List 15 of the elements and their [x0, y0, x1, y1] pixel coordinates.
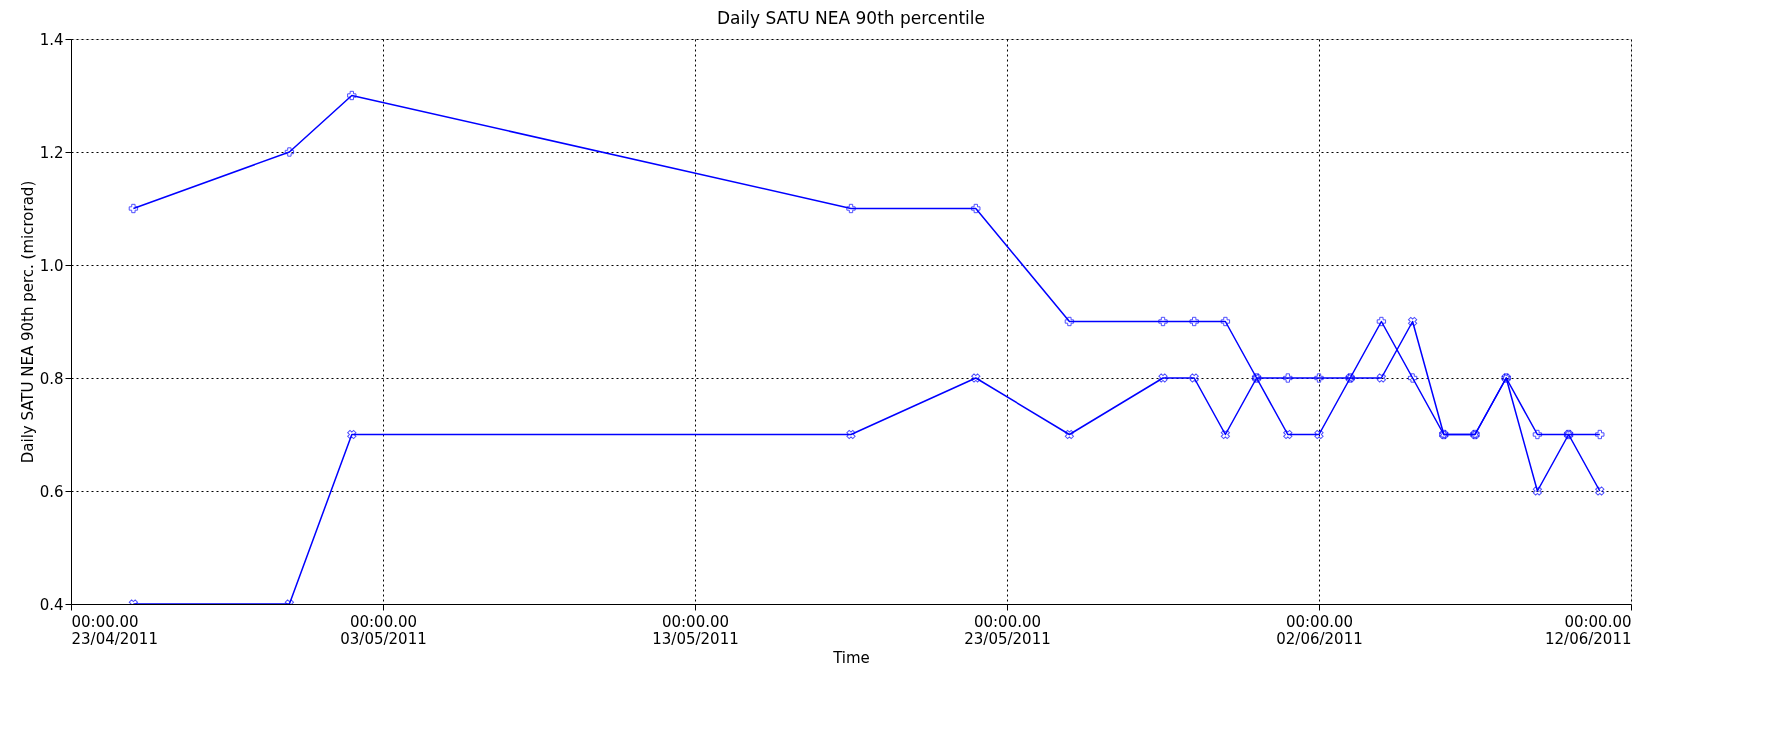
y-tick-label: 1.4 — [39, 30, 64, 49]
y-tick-label: 1.0 — [39, 256, 64, 275]
x-tick-label: 00:00.00 13/05/2011 — [652, 612, 739, 648]
x-tick-label: 00:00.00 12/06/2011 — [1545, 612, 1632, 648]
y-tick-label: 0.8 — [39, 369, 64, 388]
y-tick-label: 0.6 — [39, 482, 64, 501]
y-tick-label: 0.4 — [39, 595, 64, 614]
x-tick-label: 00:00.00 03/05/2011 — [340, 612, 427, 648]
chart-title: Daily SATU NEA 90th percentile — [716, 8, 986, 28]
x-axis-title: Time — [832, 648, 870, 667]
x-tick-label: 00:00.00 23/04/2011 — [71, 612, 158, 648]
y-tick-label: 1.2 — [39, 143, 64, 162]
y-axis-title: Daily SATU NEA 90th perc. (microrad) — [18, 180, 37, 464]
x-tick-label: 00:00.00 23/05/2011 — [964, 612, 1051, 648]
x-tick-label: 00:00.00 02/06/2011 — [1276, 612, 1363, 648]
